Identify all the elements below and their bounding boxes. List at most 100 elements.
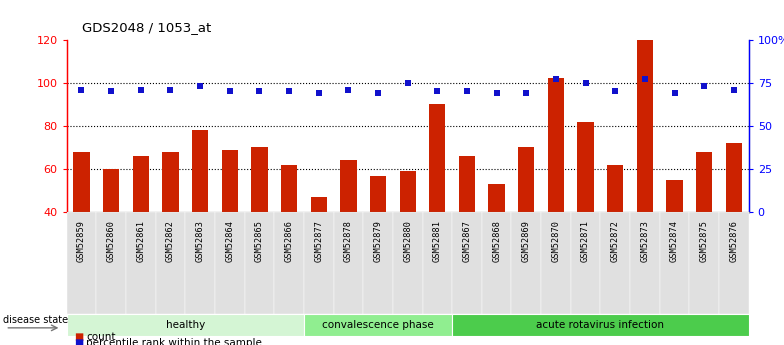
Bar [400, 171, 416, 298]
Point [668, 90, 681, 96]
Point [550, 77, 562, 82]
Bar [281, 165, 297, 298]
Text: ■: ■ [74, 333, 84, 342]
Point [431, 89, 444, 94]
Text: GDS2048 / 1053_at: GDS2048 / 1053_at [82, 21, 212, 34]
Text: GSM52866: GSM52866 [285, 220, 293, 262]
Text: disease state: disease state [3, 315, 68, 325]
Bar [74, 152, 89, 298]
Bar [548, 79, 564, 298]
Text: GSM52875: GSM52875 [700, 220, 709, 262]
Bar [126, 212, 155, 314]
Text: GSM52871: GSM52871 [581, 220, 590, 262]
Bar [452, 314, 749, 336]
Bar [607, 165, 623, 298]
Point [401, 80, 414, 86]
Text: GSM52861: GSM52861 [136, 220, 145, 262]
Bar [571, 212, 601, 314]
Bar [274, 212, 304, 314]
Point [579, 80, 592, 86]
Bar [601, 212, 630, 314]
Bar [155, 212, 185, 314]
Point [194, 83, 206, 89]
Bar [482, 212, 511, 314]
Point [313, 90, 325, 96]
Text: GSM52881: GSM52881 [433, 220, 442, 262]
Point [342, 87, 354, 92]
Point [75, 87, 88, 92]
Text: GSM52868: GSM52868 [492, 220, 501, 262]
Bar [370, 176, 387, 298]
Text: percentile rank within the sample: percentile rank within the sample [86, 338, 262, 345]
Text: GSM52869: GSM52869 [522, 220, 531, 262]
Point [490, 90, 503, 96]
Bar [719, 212, 749, 314]
Point [461, 89, 474, 94]
Point [223, 89, 236, 94]
Text: GSM52870: GSM52870 [551, 220, 561, 262]
Bar [67, 212, 96, 314]
Bar [310, 197, 327, 298]
Bar [222, 150, 238, 298]
Bar [423, 212, 452, 314]
Text: GSM52879: GSM52879 [373, 220, 383, 262]
Text: GSM52864: GSM52864 [225, 220, 234, 262]
Bar [67, 314, 304, 336]
Point [639, 77, 652, 82]
Text: count: count [86, 333, 116, 342]
Bar [429, 104, 445, 298]
Bar [132, 156, 149, 298]
Point [164, 87, 176, 92]
Point [135, 87, 147, 92]
Point [698, 83, 710, 89]
Text: GSM52872: GSM52872 [611, 220, 620, 262]
Text: convalescence phase: convalescence phase [322, 320, 434, 330]
Bar [696, 152, 713, 298]
Bar [488, 184, 505, 298]
Bar [452, 212, 482, 314]
Point [728, 87, 740, 92]
Bar [726, 143, 742, 298]
Bar [340, 160, 357, 298]
Bar [660, 212, 689, 314]
Text: GSM52865: GSM52865 [255, 220, 264, 262]
Bar [578, 122, 593, 298]
Text: GSM52860: GSM52860 [107, 220, 115, 262]
Text: GSM52876: GSM52876 [729, 220, 739, 262]
Bar [245, 212, 274, 314]
Point [105, 89, 118, 94]
Text: healthy: healthy [165, 320, 205, 330]
Bar [363, 212, 393, 314]
Bar [304, 212, 333, 314]
Text: acute rotavirus infection: acute rotavirus infection [536, 320, 665, 330]
Text: GSM52863: GSM52863 [195, 220, 205, 262]
Text: GSM52877: GSM52877 [314, 220, 323, 262]
Bar [689, 212, 719, 314]
Text: GSM52878: GSM52878 [344, 220, 353, 262]
Bar [666, 180, 683, 298]
Point [520, 90, 532, 96]
Bar [215, 212, 245, 314]
Text: GSM52880: GSM52880 [403, 220, 412, 262]
Text: GSM52874: GSM52874 [670, 220, 679, 262]
Bar [304, 314, 452, 336]
Bar [459, 156, 475, 298]
Text: GSM52859: GSM52859 [77, 220, 86, 262]
Bar [511, 212, 541, 314]
Bar [541, 212, 571, 314]
Bar [637, 40, 653, 298]
Bar [103, 169, 119, 298]
Bar [185, 212, 215, 314]
Point [609, 89, 622, 94]
Point [372, 90, 384, 96]
Bar [192, 130, 209, 298]
Text: GSM52862: GSM52862 [166, 220, 175, 262]
Bar [96, 212, 126, 314]
Text: GSM52867: GSM52867 [463, 220, 471, 262]
Point [253, 89, 266, 94]
Bar [333, 212, 363, 314]
Bar [518, 148, 535, 298]
Bar [162, 152, 179, 298]
Bar [251, 148, 267, 298]
Text: GSM52873: GSM52873 [641, 220, 649, 262]
